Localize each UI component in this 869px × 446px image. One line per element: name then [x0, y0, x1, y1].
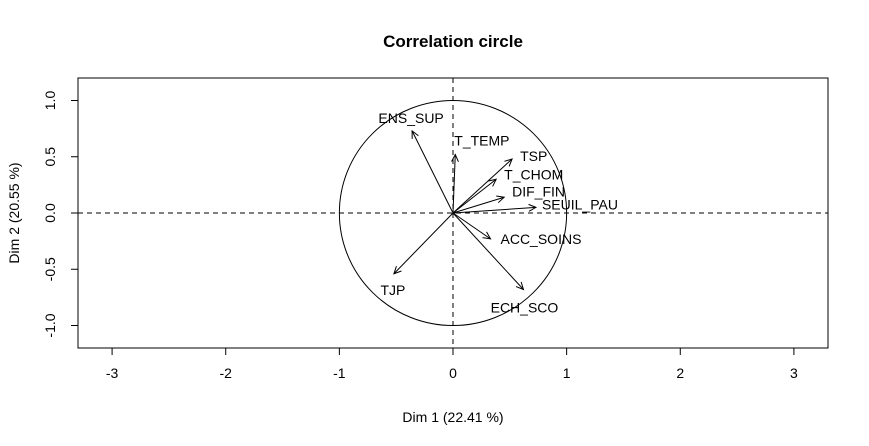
y-axis: -1.0 -0.5 0.0 0.5 1.0 [42, 91, 79, 338]
variable-label: SEUIL_PAU [542, 196, 618, 212]
arrow-shaft [452, 158, 513, 214]
y-axis-label: Dim 2 (20.55 %) [6, 162, 22, 263]
y-tick-label: 0.0 [42, 203, 58, 223]
x-axis: -3 -2 -1 0 1 2 3 [106, 347, 798, 381]
variable-arrow-tsp: TSP [452, 148, 547, 214]
arrow-shaft [452, 154, 456, 214]
arrow-head [528, 203, 538, 212]
arrow-shaft [452, 212, 524, 290]
x-tick-label: 3 [790, 365, 798, 381]
variable-label: T_CHOM [504, 166, 563, 182]
variable-arrow-seuil-pau: SEUIL_PAU [452, 196, 618, 214]
arrow-head [504, 158, 513, 167]
x-tick-label: -3 [106, 365, 119, 381]
arrow-head [411, 129, 419, 139]
arrow-shaft [452, 212, 491, 240]
arrow-head [393, 266, 402, 275]
y-tick-label: -0.5 [42, 257, 58, 281]
arrow-shaft [452, 178, 497, 214]
x-tick-label: -2 [220, 365, 233, 381]
x-tick-label: 2 [676, 365, 684, 381]
variable-arrow-acc-soins: ACC_SOINS [452, 212, 582, 247]
arrow-shaft [452, 196, 505, 214]
variable-label: ECH_SCO [491, 300, 559, 316]
variable-arrow-dif-fin: DIF_FIN [452, 183, 565, 214]
variable-arrow-ens-sup: ENS_SUP [378, 110, 454, 214]
unit-circle [338, 100, 568, 326]
arrow-shaft [411, 130, 454, 214]
variable-label: ACC_SOINS [501, 231, 582, 247]
variable-label: DIF_FIN [512, 183, 565, 199]
arrow-head [488, 178, 498, 187]
arrow-shaft [452, 206, 536, 214]
chart-title: Correlation circle [383, 32, 523, 51]
arrow-shaft [393, 212, 454, 275]
variable-label: ENS_SUP [378, 110, 443, 126]
variable-label: TJP [380, 282, 405, 298]
y-tick-label: 0.5 [42, 147, 58, 167]
x-tick-label: 1 [563, 365, 571, 381]
variable-label: TSP [520, 148, 547, 164]
arrow-head [515, 281, 525, 291]
variable-arrow-t-chom: T_CHOM [452, 166, 563, 214]
x-axis-label: Dim 1 (22.41 %) [402, 409, 503, 425]
arrow-head [496, 195, 506, 204]
arrow-head [482, 231, 492, 240]
y-tick-label: -1.0 [42, 313, 58, 337]
y-tick-label: 1.0 [42, 91, 58, 111]
x-tick-label: 0 [449, 365, 457, 381]
variable-arrow-tjp: TJP [380, 212, 454, 298]
variable-arrow-ech-sco: ECH_SCO [452, 212, 559, 316]
variable-arrow-t-temp: T_TEMP [451, 133, 510, 214]
x-tick-label: -1 [333, 365, 346, 381]
arrow-head [451, 153, 459, 163]
variable-label: T_TEMP [454, 133, 509, 149]
